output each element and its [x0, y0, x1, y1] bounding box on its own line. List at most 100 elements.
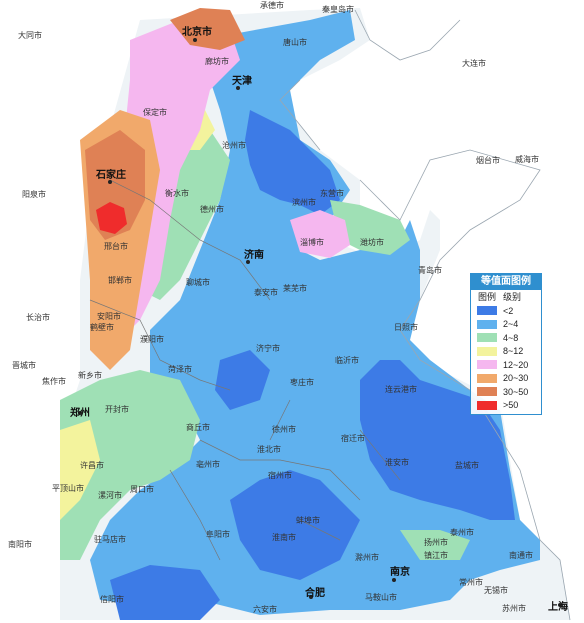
city-label: 聊城市: [186, 277, 210, 287]
city-label: 徐州市: [272, 424, 296, 434]
city-label: 扬州市: [424, 537, 448, 547]
city-label: 衡水市: [165, 188, 189, 198]
region-lt2-sw: [110, 565, 220, 620]
city-label: 潍坊市: [360, 237, 384, 247]
city-label: 阜阳市: [206, 529, 230, 539]
legend-header-level: 级别: [503, 292, 522, 302]
province-borders: [89, 179, 401, 561]
city-label: 开封市: [105, 404, 129, 414]
legend-item: 2~4: [471, 318, 541, 332]
city-label: 保定市: [143, 107, 167, 117]
major-city-label: 南京: [390, 565, 410, 578]
city-label: 秦皇岛市: [322, 4, 354, 14]
city-label: 邯郸市: [108, 275, 132, 285]
city-label: 新乡市: [78, 370, 102, 380]
coastline: [279, 9, 571, 621]
city-label: 马鞍山市: [365, 592, 397, 602]
city-label: 常州市: [459, 577, 483, 587]
major-city-label: 天津: [232, 74, 252, 87]
city-labels: 大同市 秦皇岛市 唐山市 廊坊市 保定市 沧州市 衡水市 德州市 滨州市 东营市…: [8, 0, 539, 614]
city-label: 鹤壁市: [90, 322, 114, 332]
legend-swatch: [477, 333, 497, 343]
city-label: 泰安市: [254, 287, 278, 297]
legend-label: 2~4: [503, 319, 519, 330]
city-marker: [108, 180, 112, 184]
city-marker: [309, 595, 313, 599]
city-marker: [236, 86, 240, 90]
region-4-8-west: [60, 370, 200, 560]
city-label: 枣庄市: [290, 377, 314, 387]
legend-panel: 等值面图例 图例 级别 <2 2~4 4~8 8~12 12~20 20~30 30~50 >…: [470, 273, 542, 415]
city-label: 亳州市: [196, 459, 220, 469]
city-label: 青岛市: [418, 265, 442, 275]
city-label: 苏州市: [502, 603, 526, 613]
city-label: 连云港市: [385, 384, 417, 394]
city-label: 东营市: [320, 188, 344, 198]
city-label: 大同市: [18, 30, 42, 40]
capital-marker: [193, 38, 197, 42]
region-12-20-east: [290, 210, 350, 258]
major-city-labels: 北京市 天津 石家庄 济南 郑州 南京 合肥 上海: [70, 25, 568, 613]
major-city-label: 上海: [548, 600, 568, 613]
legend-item: 30~50: [471, 385, 541, 399]
city-label: 济宁市: [256, 343, 280, 353]
city-label: 淮北市: [257, 444, 281, 454]
city-label: 德州市: [200, 204, 224, 214]
legend-item: <2: [471, 304, 541, 318]
legend-item: 4~8: [471, 331, 541, 345]
city-label: 沧州市: [222, 140, 246, 150]
legend-item: >50: [471, 399, 541, 413]
legend-swatch: [477, 346, 497, 356]
city-label: 平顶山市: [52, 483, 84, 493]
city-label: 无锡市: [484, 585, 508, 595]
legend-label: 8~12: [503, 346, 524, 357]
region-lt2-mid: [215, 350, 270, 410]
city-label: 长治市: [26, 312, 50, 322]
legend-header: 图例 级别: [471, 290, 541, 304]
city-label: 驻马店市: [94, 534, 126, 544]
major-city-label: 北京市: [182, 25, 212, 38]
legend-label: <2: [503, 305, 514, 316]
city-label: 晋城市: [12, 360, 36, 370]
city-label: 威海市: [515, 154, 539, 164]
major-city-label: 郑州: [70, 406, 90, 419]
city-label: 滨州市: [292, 197, 316, 207]
legend-swatch: [477, 400, 497, 410]
legend-swatch: [477, 306, 497, 316]
legend-swatch: [477, 373, 497, 383]
city-label: 濮阳市: [140, 334, 164, 344]
legend-swatch: [477, 319, 497, 329]
city-label: 南阳市: [8, 539, 32, 549]
legend-label: 12~20: [503, 359, 529, 370]
legend-label: 30~50: [503, 386, 529, 397]
city-marker: [246, 260, 250, 264]
city-label: 菏泽市: [168, 364, 192, 374]
city-label: 蚌埠市: [296, 515, 320, 525]
city-label: 承德市: [260, 0, 284, 10]
legend-label: 4~8: [503, 332, 519, 343]
legend-rows: <2 2~4 4~8 8~12 12~20 20~30 30~50 >50: [471, 304, 541, 412]
region-8-12: [60, 420, 100, 520]
city-label: 淄博市: [300, 237, 324, 247]
legend-item: 12~20: [471, 358, 541, 372]
city-label: 宿迁市: [341, 433, 365, 443]
legend-item: 20~30: [471, 372, 541, 386]
legend-label: >50: [503, 400, 519, 411]
city-label: 邢台市: [104, 241, 128, 251]
legend-swatch: [477, 360, 497, 370]
legend-title: 等值面图例: [471, 274, 541, 290]
city-label: 廊坊市: [205, 56, 229, 66]
city-label: 漯河市: [98, 490, 122, 500]
city-label: 南通市: [509, 550, 533, 560]
city-label: 唐山市: [283, 37, 307, 47]
city-label: 日照市: [394, 322, 418, 332]
region-gt50: [96, 202, 127, 234]
region-lt2-south: [230, 470, 360, 580]
city-label: 泰州市: [450, 527, 474, 537]
city-label: 宿州市: [268, 470, 292, 480]
city-label: 镇江市: [424, 550, 448, 560]
city-label: 莱芜市: [283, 283, 307, 293]
city-marker: [78, 411, 82, 415]
city-label: 大连市: [462, 58, 486, 68]
city-label: 周口市: [130, 484, 154, 494]
